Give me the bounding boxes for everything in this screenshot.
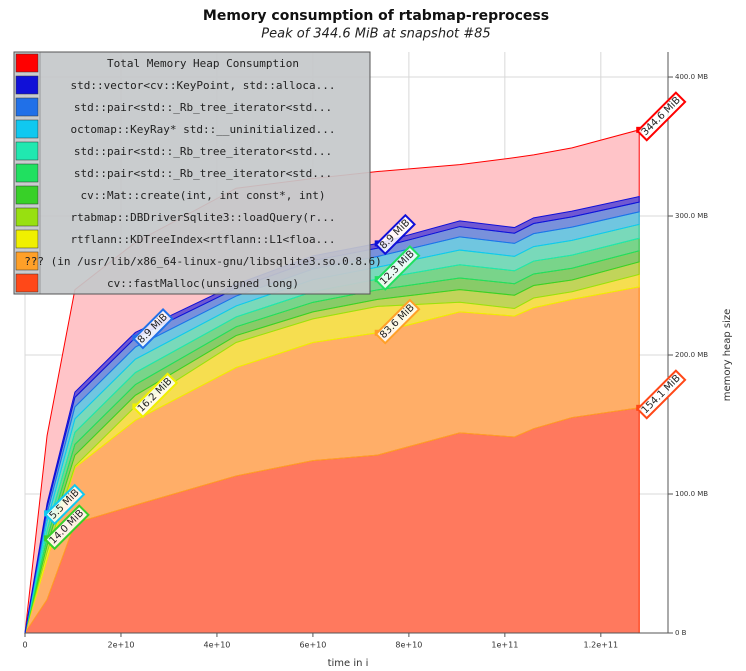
y-tick-label: 100.0 MB [675,490,708,498]
legend-swatch [15,53,39,73]
peak-label-box [374,298,421,345]
x-tick-label: 6e+10 [299,641,326,650]
legend-label: std::pair<std::_Rb_tree_iterator<std... [74,167,332,180]
x-tick-label: 2e+10 [108,641,135,650]
axes: 0 2e+10 4e+10 6e+10 8e+10 1e+11 1.2e+11 0 B 100.… [22,52,708,650]
legend-swatch [15,75,39,95]
legend-swatch [15,163,39,183]
chart-subtitle: Peak of 344.6 MiB at snapshot #85 [261,27,490,42]
peak-label-box [132,372,179,419]
y-tick-label: 200.0 MB [675,351,708,359]
y-tick-label: 400.0 MB [675,73,708,81]
chart-title: Memory consumption of rtabmap-reprocess [203,8,549,24]
legend-background [13,51,371,295]
y-tick-label: 300.0 MB [675,212,708,220]
peak-label-box [636,91,687,142]
x-tick-label: 0 [22,641,27,650]
legend-swatch [15,207,39,227]
legend-label: Total Memory Heap Consumption [107,57,299,70]
legend-label: std::pair<std::_Rb_tree_iterator<std... [74,101,332,114]
x-tick-label: 1.2e+11 [584,641,619,650]
legend-label: octomap::KeyRay* std::__uninitialized... [71,123,336,136]
legend-swatch [15,273,39,293]
legend: Total Memory Heap Consumptionstd::vector… [13,51,382,295]
x-tick-label: 8e+10 [395,641,422,650]
legend-label: rtflann::KDTreeIndex<rtflann::L1<floa... [71,233,336,246]
peak-label-box [132,308,174,350]
legend-swatch [15,251,39,271]
legend-label: std::pair<std::_Rb_tree_iterator<std... [74,145,332,158]
x-tick-label: 1e+11 [491,641,518,650]
legend-swatch [15,97,39,117]
y-tick-label: 0 B [675,629,687,637]
peak-label-box [44,483,86,526]
legend-swatch [15,141,39,161]
legend-label: rtabmap::DBDriverSqlite3::loadQuery(r... [71,211,336,224]
peak-label-box [374,213,416,256]
legend-swatch [15,119,39,139]
peak-label-box [636,369,687,420]
y-axis-label: memory heap size [722,309,733,402]
legend-swatch [15,185,39,205]
x-axis-label: time in i [328,658,369,667]
legend-swatch [15,229,39,249]
peak-label-box [374,245,421,291]
x-tick-label: 4e+10 [203,641,230,650]
legend-label: std::vector<cv::KeyPoint, std::alloca... [71,79,336,92]
legend-label: cv::fastMalloc(unsigned long) [107,277,299,290]
legend-label: cv::Mat::create(int, int const*, int) [80,189,325,202]
peak-label-box [44,504,90,551]
legend-label: ??? (in /usr/lib/x86_64-linux-gnu/libsql… [24,255,382,268]
